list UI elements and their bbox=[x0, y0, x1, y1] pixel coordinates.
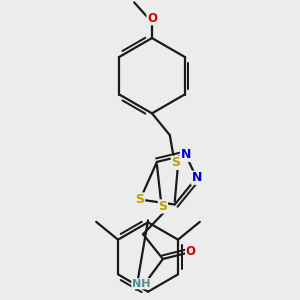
Text: S: S bbox=[171, 156, 180, 170]
Text: O: O bbox=[147, 12, 157, 25]
Text: S: S bbox=[158, 200, 167, 213]
Text: S: S bbox=[136, 193, 145, 206]
Text: O: O bbox=[186, 244, 196, 258]
Text: N: N bbox=[181, 148, 191, 161]
Text: NH: NH bbox=[132, 279, 150, 289]
Text: N: N bbox=[191, 171, 202, 184]
